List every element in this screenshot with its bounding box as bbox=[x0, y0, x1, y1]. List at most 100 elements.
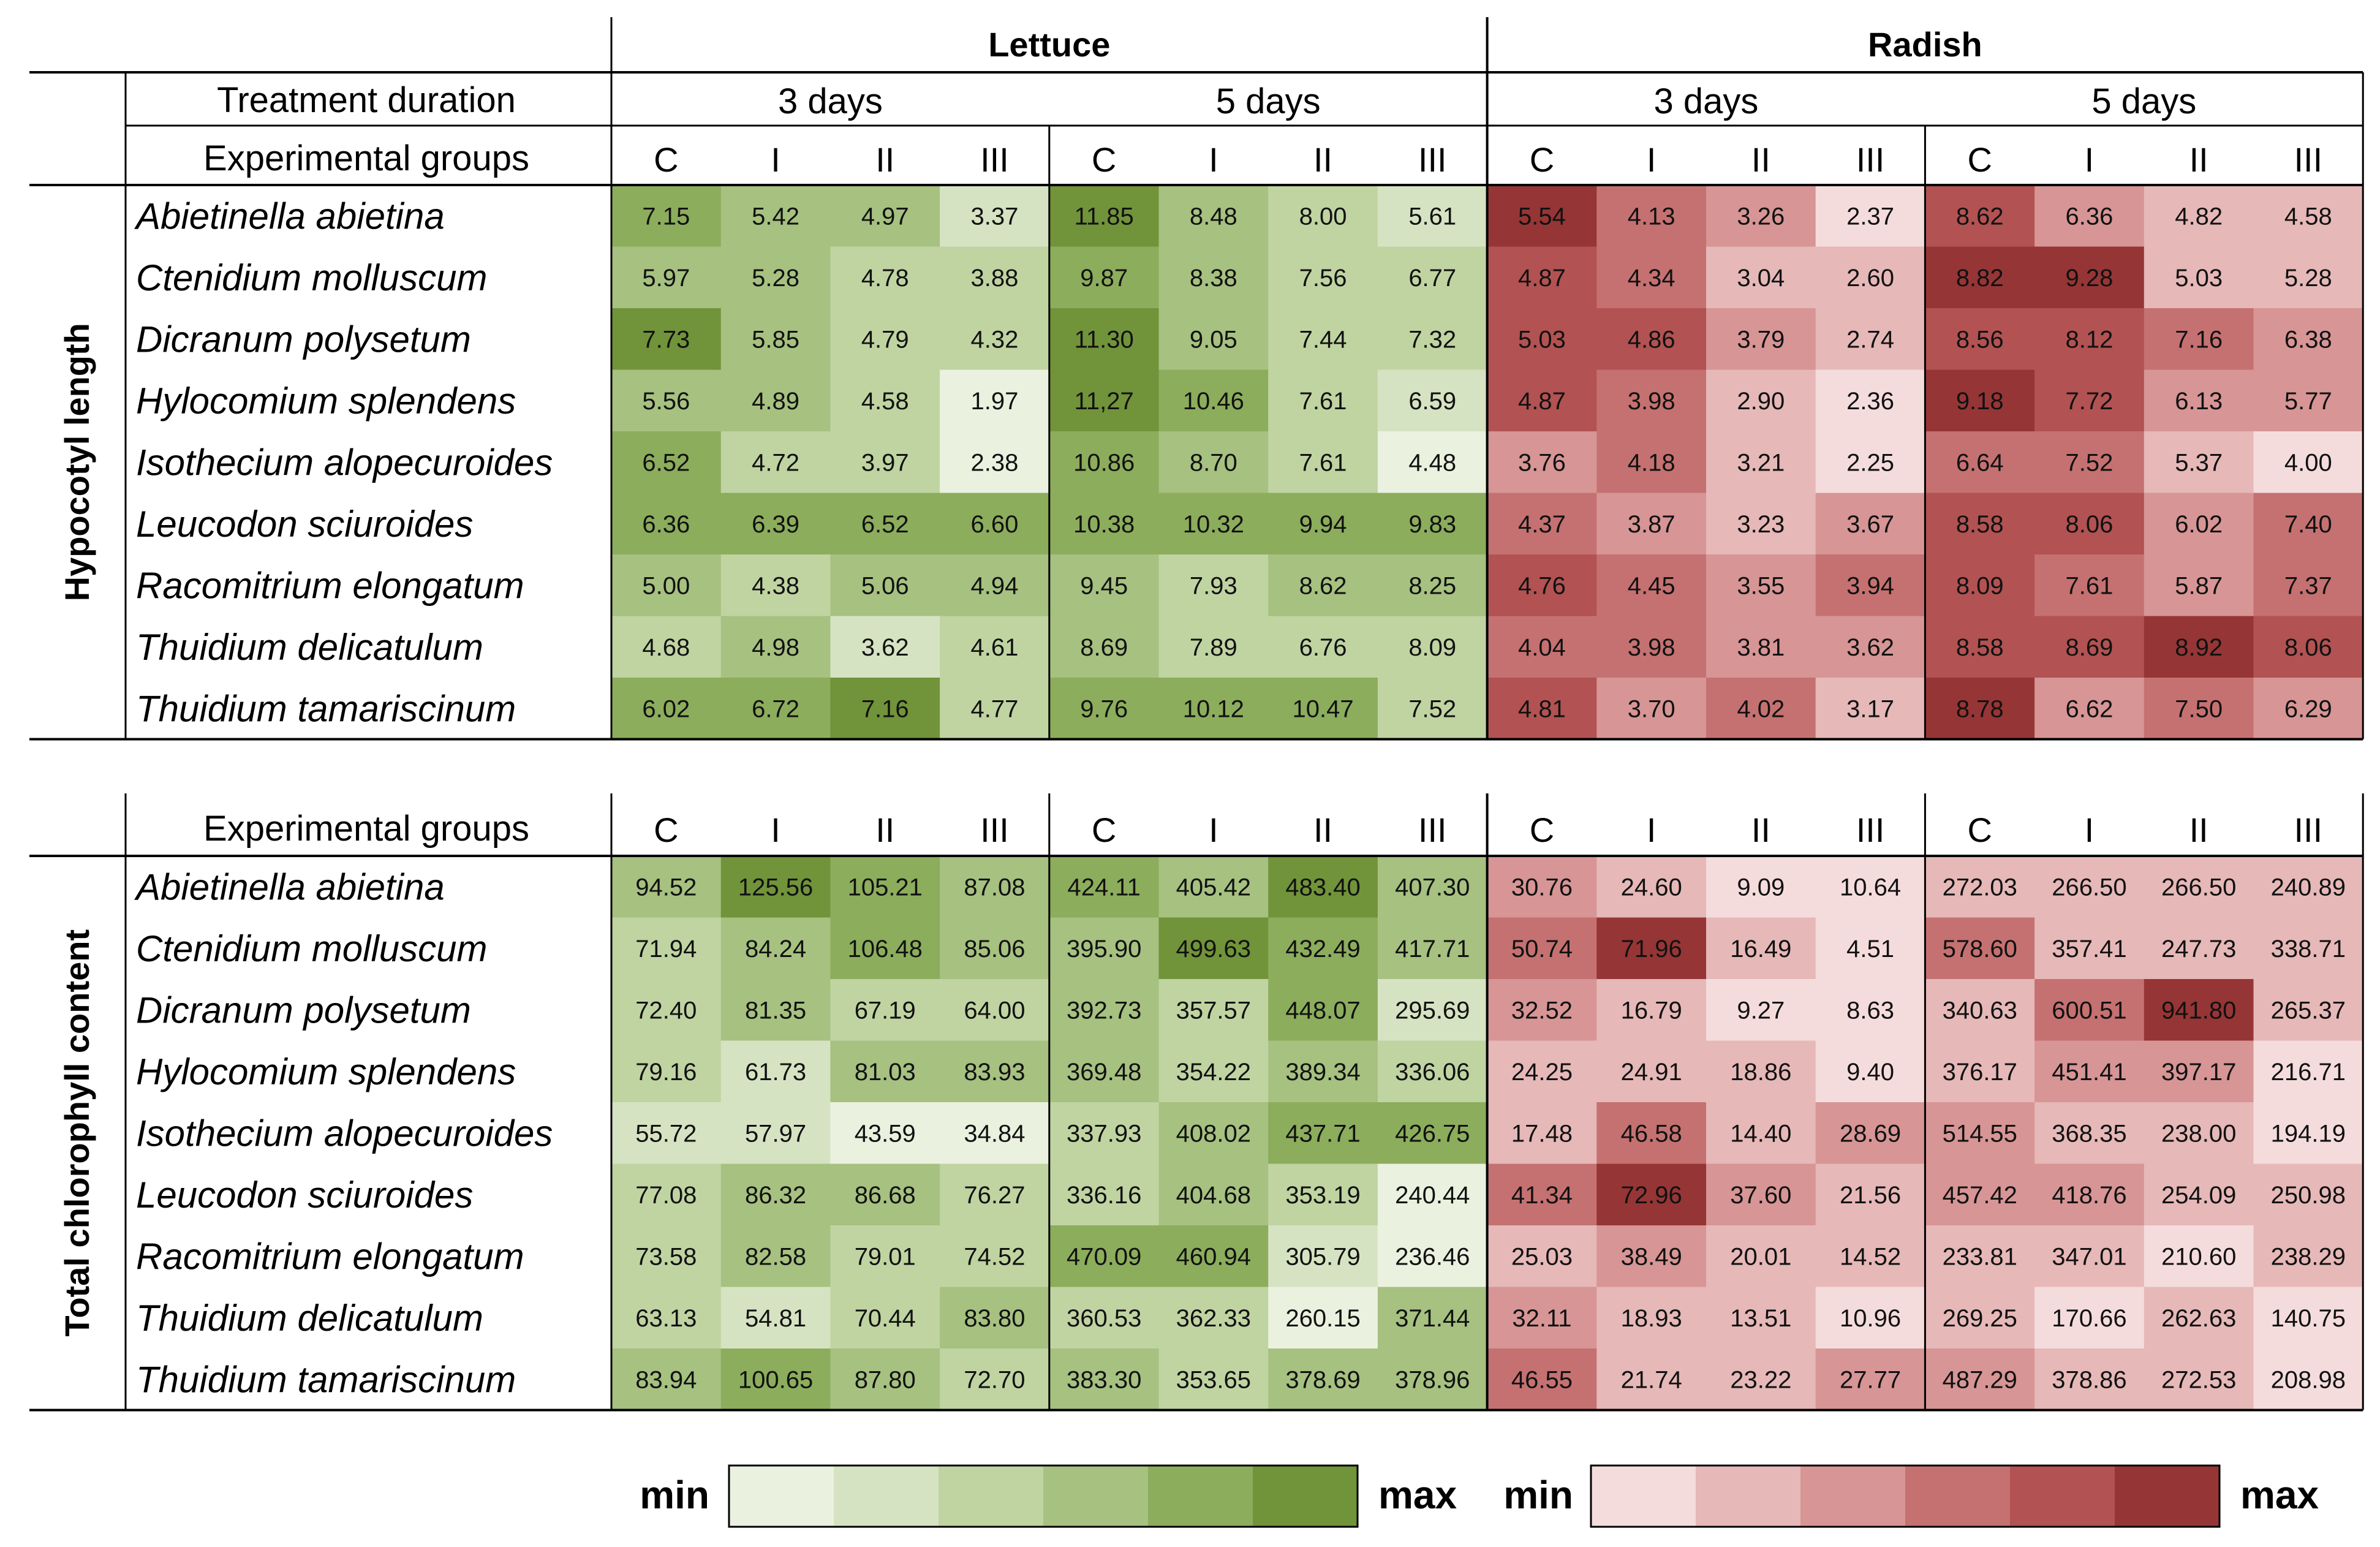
heatmap-cell bbox=[1158, 678, 1269, 739]
cell-value: 9.45 bbox=[1080, 572, 1128, 599]
cell-value: 32.11 bbox=[1512, 1305, 1571, 1332]
heatmap-cell bbox=[1377, 616, 1488, 678]
cell-value: 7.40 bbox=[2284, 511, 2332, 538]
heatmap-cell bbox=[1049, 554, 1159, 616]
heatmap-cell bbox=[1925, 308, 2035, 370]
cell-value: 7.32 bbox=[1408, 326, 1456, 353]
cell-value: 4.87 bbox=[1518, 388, 1566, 415]
cell-value: 3.55 bbox=[1737, 572, 1785, 599]
section-label: Hypocotyl length bbox=[58, 323, 96, 601]
heatmap-cell bbox=[2144, 246, 2254, 309]
cell-value: 4.68 bbox=[642, 634, 690, 661]
heatmap-cell bbox=[940, 554, 1050, 616]
cell-value: 54.81 bbox=[745, 1305, 806, 1332]
heatmap-cell bbox=[1158, 1102, 1269, 1164]
species-label: Dicranum polysetum bbox=[136, 319, 471, 360]
cell-value: 2.60 bbox=[1846, 265, 1894, 292]
cell-value: 13.51 bbox=[1730, 1305, 1791, 1332]
cell-value: 37.60 bbox=[1730, 1182, 1791, 1209]
species-label: Racomitrium elongatum bbox=[136, 1236, 524, 1277]
heatmap-cell bbox=[1049, 1287, 1159, 1349]
species-label: Ctenidium molluscum bbox=[136, 928, 488, 969]
group-header: I bbox=[771, 811, 780, 849]
cell-value: 5.06 bbox=[861, 572, 909, 599]
cell-value: 369.48 bbox=[1067, 1059, 1141, 1086]
cell-value: 5.28 bbox=[752, 265, 799, 292]
heatmap-cell bbox=[1815, 1348, 1925, 1410]
heatmap-cell bbox=[2144, 856, 2254, 918]
cell-value: 4.00 bbox=[2284, 449, 2332, 476]
heatmap-cell bbox=[2144, 1287, 2254, 1349]
cell-value: 6.29 bbox=[2284, 695, 2332, 722]
cell-value: 16.49 bbox=[1730, 936, 1791, 963]
cell-value: 6.02 bbox=[642, 695, 690, 722]
heatmap-cell bbox=[2253, 1040, 2363, 1103]
heatmap-cell bbox=[940, 431, 1050, 493]
cell-value: 72.96 bbox=[1621, 1182, 1682, 1209]
cell-value: 10.38 bbox=[1073, 511, 1135, 538]
group-header: III bbox=[980, 811, 1009, 849]
heatmap-cell bbox=[1815, 917, 1925, 980]
cell-value: 3.88 bbox=[971, 265, 1019, 292]
cell-value: 4.18 bbox=[1628, 449, 1675, 476]
group-header: I bbox=[2085, 811, 2095, 849]
heatmap-cell bbox=[611, 917, 722, 980]
cell-value: 14.52 bbox=[1840, 1243, 1901, 1270]
heatmap-cell bbox=[1487, 979, 1597, 1041]
group-header: C bbox=[1092, 811, 1116, 849]
cell-value: 499.63 bbox=[1176, 936, 1251, 963]
cell-value: 6.60 bbox=[971, 511, 1019, 538]
heatmap-cell bbox=[720, 856, 831, 918]
cell-value: 4.98 bbox=[752, 634, 799, 661]
cell-value: 140.75 bbox=[2271, 1305, 2346, 1332]
species-label: Racomitrium elongatum bbox=[136, 565, 524, 606]
heatmap-cell bbox=[1377, 917, 1488, 980]
heatmap-cell bbox=[830, 1102, 940, 1164]
heatmap-cell bbox=[1925, 1102, 2035, 1164]
cell-value: 5.54 bbox=[1518, 203, 1566, 230]
heatmap-cell bbox=[1815, 493, 1925, 555]
heatmap-cell bbox=[2034, 1040, 2145, 1103]
cell-value: 3.87 bbox=[1628, 511, 1675, 538]
heatmap-cell bbox=[2253, 308, 2363, 370]
heatmap-cell bbox=[1487, 1225, 1597, 1287]
cell-value: 63.13 bbox=[635, 1305, 697, 1332]
cell-value: 5.42 bbox=[752, 203, 799, 230]
heatmap-cell bbox=[1487, 616, 1597, 678]
cell-value: 72.70 bbox=[964, 1366, 1025, 1393]
heatmap-cell bbox=[830, 369, 940, 432]
heatmap-cell bbox=[720, 1163, 831, 1226]
heatmap-cell bbox=[1596, 308, 1707, 370]
heatmap-cell bbox=[1815, 979, 1925, 1041]
lettuce-legend-min: min bbox=[640, 1473, 709, 1517]
heatmap-cell bbox=[830, 856, 940, 918]
heatmap-cell bbox=[1049, 431, 1159, 493]
legend-frame bbox=[1590, 1464, 2221, 1528]
heatmap-cell bbox=[1268, 493, 1378, 555]
heatmap-cell bbox=[1268, 1102, 1378, 1164]
legend-swatch bbox=[2115, 1466, 2219, 1527]
species-label: Hylocomium splendens bbox=[136, 1051, 516, 1092]
cell-value: 5.56 bbox=[642, 388, 690, 415]
group-header: III bbox=[1856, 811, 1885, 849]
legend-swatch bbox=[1800, 1466, 1905, 1527]
cell-value: 4.37 bbox=[1518, 511, 1566, 538]
cell-value: 5.77 bbox=[2284, 388, 2332, 415]
cell-value: 7.61 bbox=[2066, 572, 2114, 599]
cell-value: 8.62 bbox=[1299, 572, 1347, 599]
heatmap-cell bbox=[1596, 1040, 1707, 1103]
cell-value: 3.04 bbox=[1737, 265, 1785, 292]
heatmap-cell bbox=[1377, 979, 1488, 1041]
heatmap-cell bbox=[2034, 616, 2145, 678]
cell-value: 43.59 bbox=[855, 1120, 916, 1147]
cell-value: 9.83 bbox=[1408, 511, 1456, 538]
heatmap-cell bbox=[1268, 246, 1378, 309]
heatmap-cell bbox=[1268, 1163, 1378, 1226]
cell-value: 7.61 bbox=[1299, 449, 1347, 476]
cell-value: 10.12 bbox=[1183, 695, 1244, 722]
heatmap-cell bbox=[2034, 554, 2145, 616]
cell-value: 5.28 bbox=[2284, 265, 2332, 292]
heatmap-cell bbox=[1925, 616, 2035, 678]
heatmap-cell bbox=[720, 369, 831, 432]
heatmap-cell bbox=[2144, 678, 2254, 739]
